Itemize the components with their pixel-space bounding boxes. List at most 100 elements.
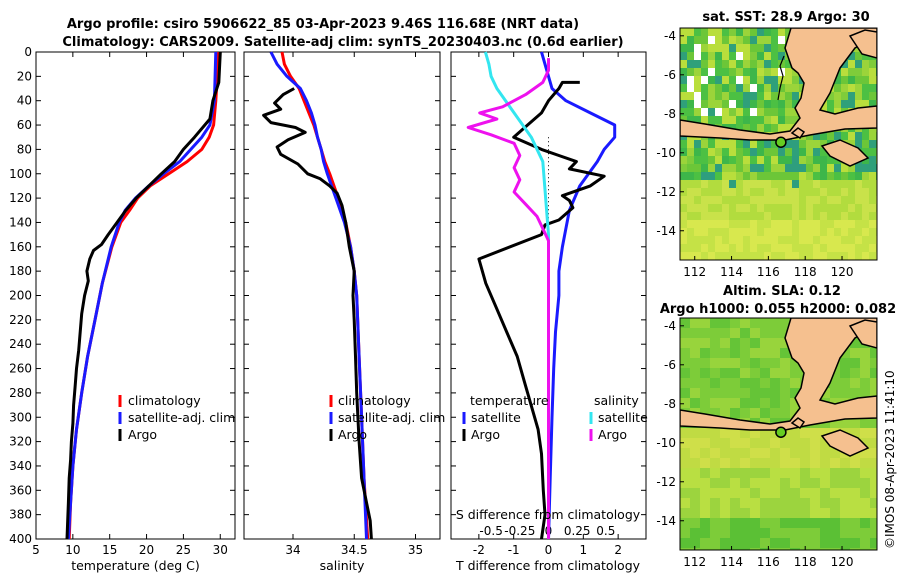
sst-cell (729, 140, 736, 148)
sst-cell (715, 236, 722, 244)
sst-cell (715, 188, 722, 196)
sst-cell (792, 156, 799, 164)
sla-cell (700, 348, 710, 358)
sst-cell (764, 116, 771, 124)
sla-cell (840, 508, 850, 518)
sst-cell (687, 236, 694, 244)
sla-cell (780, 408, 790, 418)
figure-title-line2: Climatology: CARS2009. Satellite-adj cli… (62, 35, 623, 50)
sst-cell (750, 60, 757, 68)
sst-cell (715, 220, 722, 228)
map-x-tick-label: 116 (757, 265, 780, 279)
sla-cell (850, 508, 860, 518)
sst-cell (785, 76, 792, 84)
sst-cell (813, 196, 820, 204)
sla-cell (700, 448, 710, 458)
sst-cell (694, 116, 701, 124)
sst-cell (855, 92, 862, 100)
sla-cell (770, 528, 780, 538)
sst-cell (792, 116, 799, 124)
sla-cell (810, 438, 820, 448)
sst-cell (750, 172, 757, 180)
sst-cell (701, 84, 708, 92)
sla-cell (780, 318, 790, 328)
sst-cell (694, 188, 701, 196)
sla-cell (730, 358, 740, 368)
sst-cell (848, 220, 855, 228)
sst-cell (778, 236, 785, 244)
sst-cell (729, 156, 736, 164)
sla-cell (790, 378, 800, 388)
sla-cell (730, 458, 740, 468)
sla-cell (690, 478, 700, 488)
sla-cell (690, 528, 700, 538)
sst-cell (778, 148, 785, 156)
sla-cell (770, 398, 780, 408)
sst-cell (722, 100, 729, 108)
argo-location-marker (775, 426, 787, 438)
sst-cell (862, 220, 869, 228)
sst-cell (708, 76, 715, 84)
sst-cell (799, 196, 806, 204)
sst-cell (869, 236, 876, 244)
sla-cell (760, 408, 770, 418)
sla-cell (790, 448, 800, 458)
sst-cell (813, 252, 820, 260)
sla-cell (690, 428, 700, 438)
sla-cell (720, 498, 730, 508)
sst-cell (729, 236, 736, 244)
sla-cell (770, 538, 780, 548)
sst-cell (869, 196, 876, 204)
sst-cell (687, 76, 694, 84)
sst-cell (771, 228, 778, 236)
sla-cell (850, 428, 860, 438)
sst-cell (841, 92, 848, 100)
sla-cell (760, 318, 770, 328)
sla-cell (840, 458, 850, 468)
difference-lines (466, 51, 617, 540)
sst-cell (848, 188, 855, 196)
sla-cell (870, 448, 877, 458)
sla-cell (830, 468, 840, 478)
sla-cell (870, 518, 877, 528)
sla-cell (690, 338, 700, 348)
sst-cell (848, 100, 855, 108)
sst-cell (855, 220, 862, 228)
sst-cell (813, 156, 820, 164)
sst-cell (827, 164, 834, 172)
sst-cell (785, 124, 792, 132)
sst-cell (708, 116, 715, 124)
sla-cell (730, 368, 740, 378)
sla-cell (800, 458, 810, 468)
sst-cell (750, 124, 757, 132)
sla-cell (690, 398, 700, 408)
sla-cell (790, 478, 800, 488)
sla-cell (690, 458, 700, 468)
sst-cell (750, 156, 757, 164)
sst-cell (771, 196, 778, 204)
sst-cell (799, 236, 806, 244)
sla-cell (760, 548, 770, 550)
sst-cell (841, 60, 848, 68)
sst-cell (834, 236, 841, 244)
sst-cell (687, 212, 694, 220)
sst-cell (743, 68, 750, 76)
sst-cell (715, 116, 722, 124)
sst-cell (771, 44, 778, 52)
sla-cell (740, 498, 750, 508)
sst-cell (680, 156, 687, 164)
sla-cell (830, 538, 840, 548)
sst-cell (785, 236, 792, 244)
sst-cell (694, 164, 701, 172)
sst-cell (771, 124, 778, 132)
sst-cell (708, 180, 715, 188)
sla-cell (870, 368, 877, 378)
sla-cell (860, 498, 870, 508)
sst-cell (848, 244, 855, 252)
sla-cell (750, 478, 760, 488)
sst-cell (729, 44, 736, 52)
sst-cell (722, 28, 729, 36)
sst-cell (792, 68, 799, 76)
sst-cell (764, 244, 771, 252)
map-y-tick-label: -10 (656, 436, 676, 450)
